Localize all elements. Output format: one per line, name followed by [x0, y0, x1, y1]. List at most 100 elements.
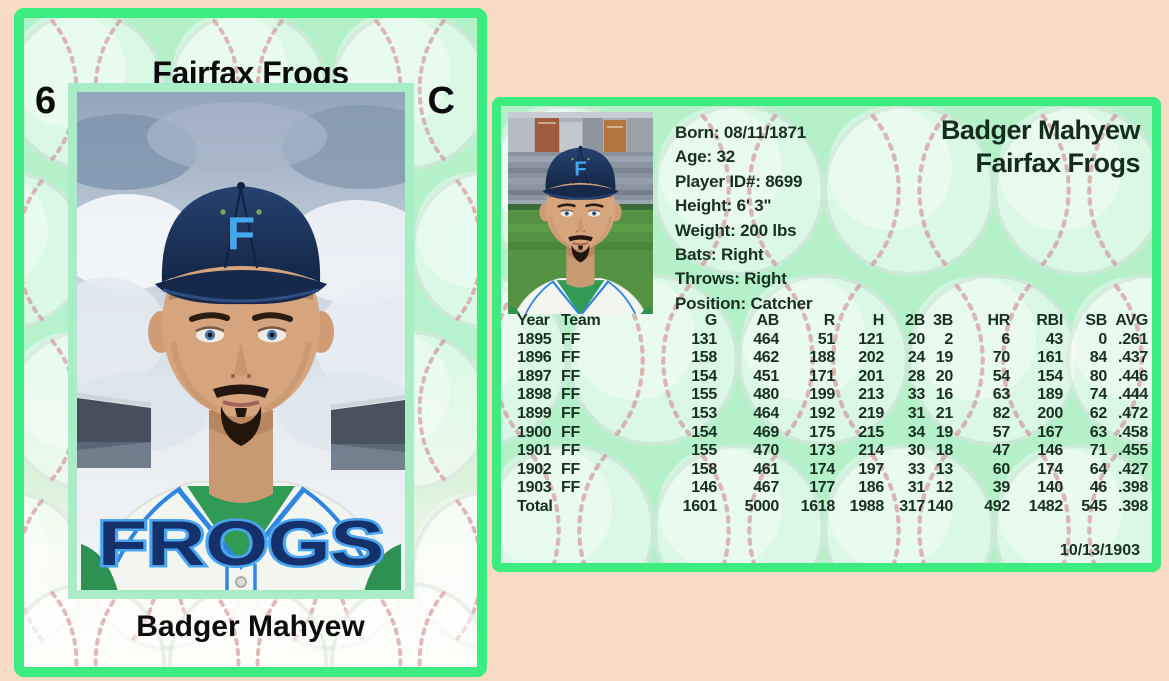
- stat-header: SB: [1085, 312, 1107, 329]
- stat-cell: 545: [1081, 497, 1107, 515]
- stat-cell: 480: [753, 386, 779, 404]
- bio-list: Born: 08/11/1871 Age: 32 Player ID#: 8699 H…: [675, 121, 813, 316]
- stat-cell: 177: [809, 479, 835, 497]
- stat-cell: .458: [1118, 423, 1148, 441]
- stat-cell: 39: [992, 479, 1011, 497]
- stat-cell: 63: [992, 386, 1011, 404]
- stat-cell: .261: [1118, 330, 1148, 348]
- stat-header: 2B: [905, 312, 925, 329]
- stat-cell: 21: [935, 404, 954, 422]
- stat-cell: 1482: [1028, 497, 1064, 515]
- stat-cell: .398: [1118, 497, 1148, 515]
- stat-cell: Total: [517, 497, 553, 515]
- stat-cell: 82: [992, 404, 1011, 422]
- stat-cell: 18: [935, 442, 954, 460]
- stat-cell: 62: [1089, 404, 1108, 422]
- stat-cell: 74: [1089, 386, 1108, 404]
- stat-cell: 167: [1037, 423, 1063, 441]
- stat-cell: 16: [935, 386, 954, 404]
- clouds: [77, 102, 405, 452]
- stat-cell: 1618: [800, 497, 836, 515]
- bio-line: Age: 32: [675, 147, 736, 167]
- stat-header: AB: [756, 312, 779, 329]
- stat-cell: 1898: [517, 386, 552, 404]
- stat-cell: 317: [899, 497, 925, 515]
- jersey-number: 6: [35, 80, 57, 122]
- stat-cell: 464: [753, 404, 779, 422]
- stat-cell: 161: [1037, 349, 1063, 367]
- city-buildings: [508, 112, 653, 152]
- bio-line: Height: 6' 3": [675, 196, 772, 216]
- bio-line: Born: 08/11/1871: [675, 123, 806, 142]
- stat-cell: 1895: [517, 330, 552, 348]
- bio-line: Bats: Right: [675, 245, 764, 265]
- stat-cell: 19: [935, 423, 954, 441]
- stat-cell: 175: [809, 423, 835, 441]
- stat-cell: 197: [858, 460, 884, 478]
- stat-cell: 1901: [517, 442, 552, 460]
- stat-cell: 6: [1001, 330, 1010, 348]
- stat-cell: FF: [561, 367, 580, 385]
- stat-header: Team: [561, 312, 601, 329]
- stat-cell: 1903: [517, 479, 552, 497]
- stat-cell: 20: [907, 330, 926, 348]
- stat-cell: 189: [1037, 386, 1063, 404]
- stat-cell: FF: [561, 442, 580, 460]
- stat-cell: 199: [809, 386, 835, 404]
- stat-cell: .444: [1118, 386, 1148, 404]
- stat-cell: 34: [907, 423, 926, 441]
- player-photo: [508, 112, 653, 314]
- stat-cell: 462: [753, 349, 779, 367]
- stat-cell: 43: [1045, 330, 1064, 348]
- stat-cell: 47: [992, 442, 1011, 460]
- stat-cell: 63: [1089, 423, 1108, 441]
- bio-line: Position: Catcher: [675, 293, 813, 313]
- stat-cell: .437: [1118, 349, 1148, 367]
- stat-cell: 155: [691, 386, 717, 404]
- stat-cell: 186: [858, 479, 884, 497]
- stat-cell: 1896: [517, 349, 552, 367]
- stat-cell: 121: [858, 330, 884, 348]
- stat-cell: 1601: [682, 497, 718, 515]
- stat-cell: FF: [561, 404, 580, 422]
- stat-cell: 46: [1089, 479, 1108, 497]
- stat-header: HR: [987, 312, 1010, 329]
- jersey-text: FROGS: [98, 509, 384, 579]
- stat-cell: 5000: [744, 497, 780, 515]
- stat-cell: 146: [1037, 442, 1063, 460]
- bio-line: Throws: Right: [675, 269, 787, 289]
- stat-cell: 140: [1037, 479, 1063, 497]
- stat-cell: 31: [907, 404, 926, 422]
- stat-cell: 469: [753, 423, 779, 441]
- card-date: 10/13/1903: [1059, 542, 1140, 559]
- stat-cell: 467: [753, 479, 779, 497]
- position-abbr: C: [427, 80, 455, 122]
- stat-cell: 13: [935, 460, 954, 478]
- stat-cell: 71: [1089, 442, 1108, 460]
- stat-cell: 84: [1089, 349, 1108, 367]
- stat-header: Year: [517, 312, 550, 329]
- player-portrait: FROGS: [77, 92, 405, 590]
- stat-cell: 28: [907, 367, 926, 385]
- stat-cell: .455: [1118, 442, 1148, 460]
- stat-cell: FF: [561, 423, 580, 441]
- player-card-front[interactable]: Fairfax Frogs 6 C: [14, 8, 487, 677]
- stat-cell: 1897: [517, 367, 552, 385]
- stat-cell: 146: [691, 479, 717, 497]
- stat-cell: FF: [561, 386, 580, 404]
- stat-cell: 155: [691, 442, 717, 460]
- stat-cell: 70: [992, 349, 1011, 367]
- player-name: Badger Mahyew: [136, 610, 365, 643]
- stat-cell: 192: [809, 404, 835, 422]
- stat-cell: 451: [753, 367, 779, 385]
- stat-cell: 140: [927, 497, 953, 515]
- stat-cell: 1899: [517, 404, 552, 422]
- stat-cell: FF: [561, 330, 580, 348]
- stat-cell: 461: [753, 460, 779, 478]
- player-card-back[interactable]: Born: 08/11/1871 Age: 32 Player ID#: 8699 H…: [492, 97, 1161, 572]
- stat-cell: [561, 498, 621, 517]
- stat-cell: 60: [992, 460, 1011, 478]
- stat-cell: 54: [992, 367, 1011, 385]
- stat-cell: 188: [809, 349, 835, 367]
